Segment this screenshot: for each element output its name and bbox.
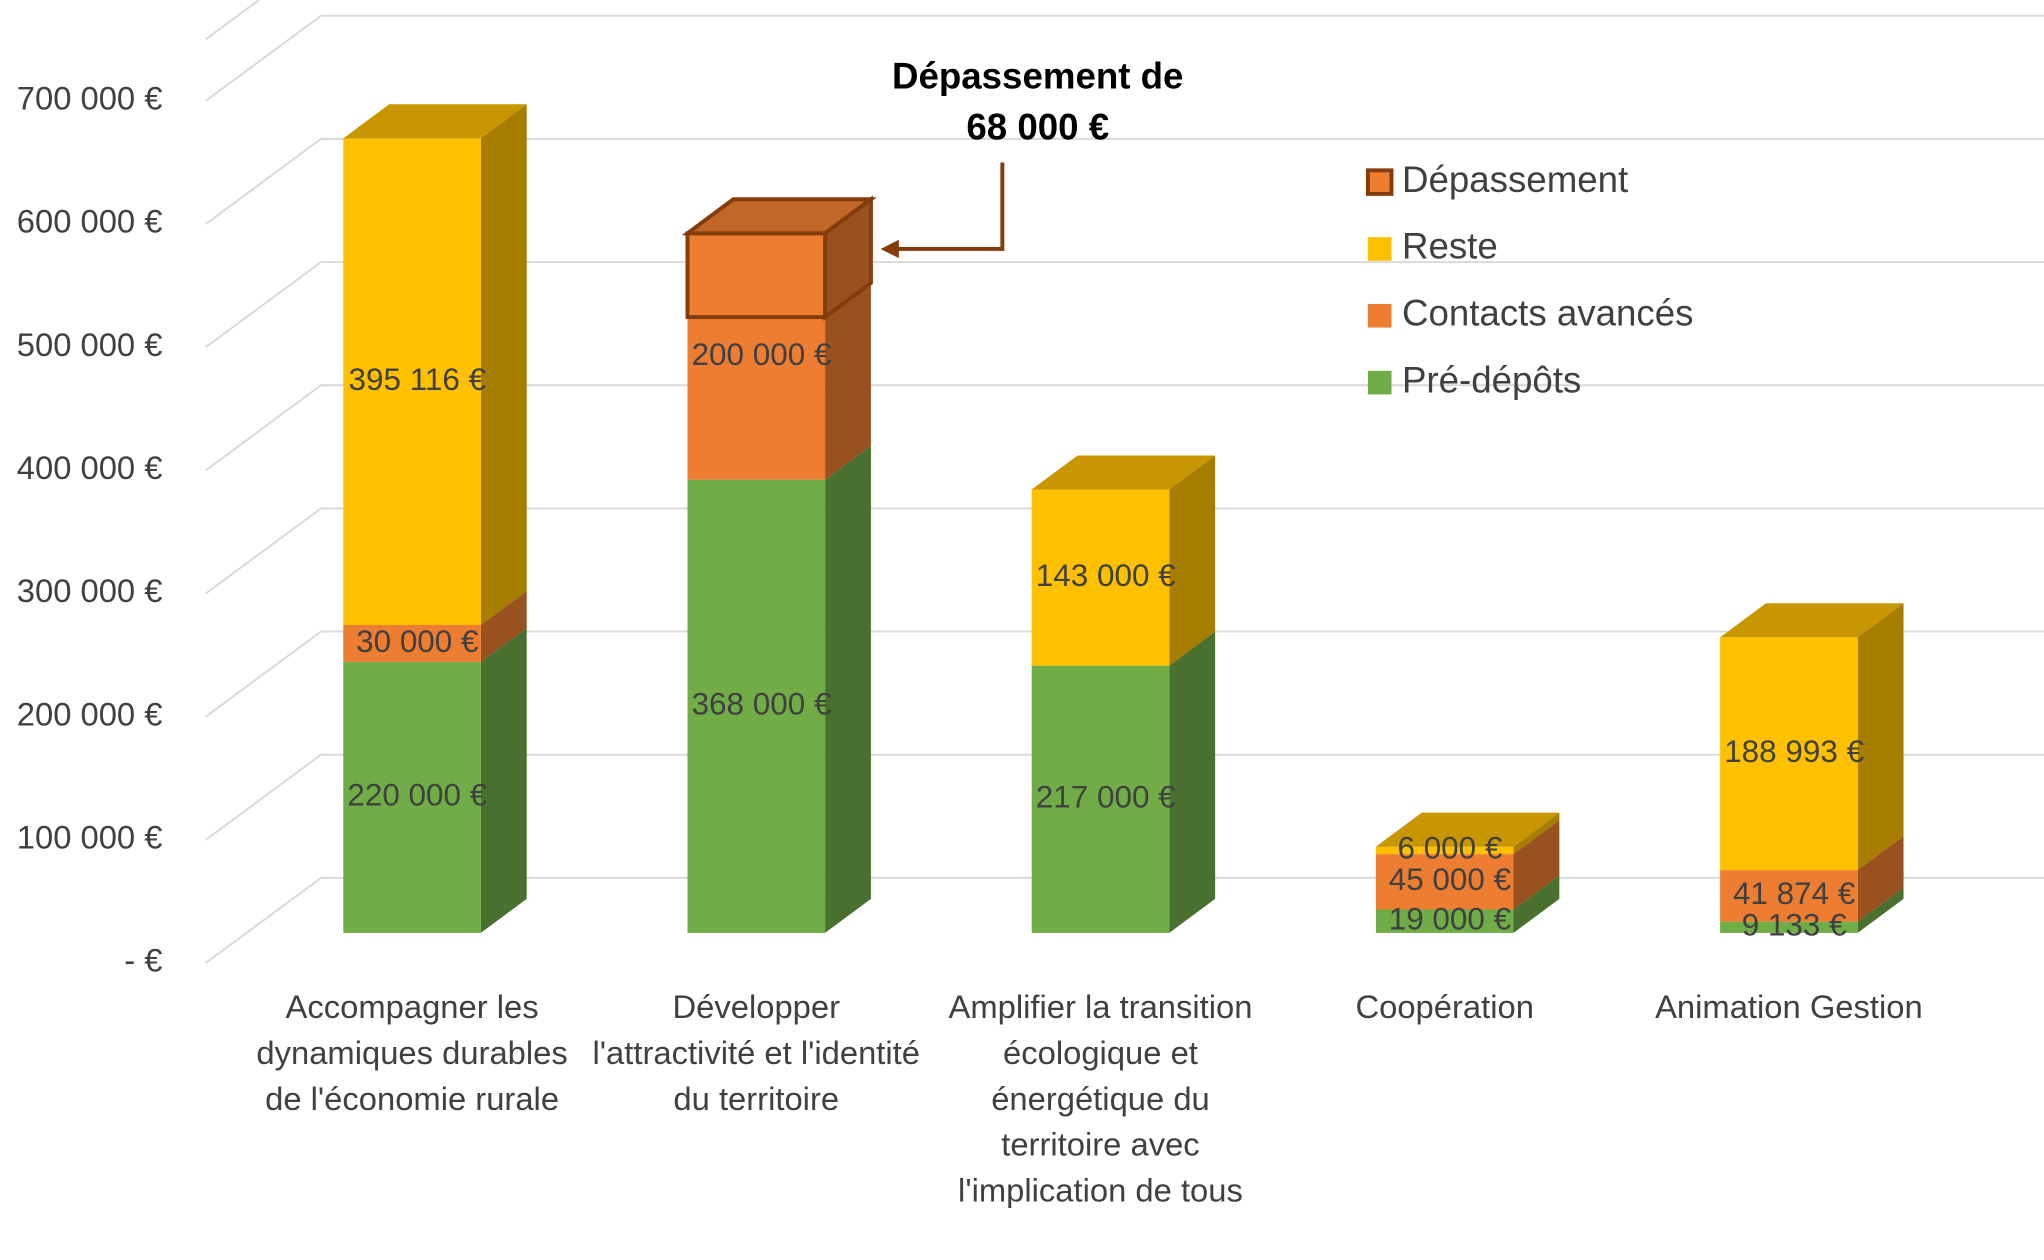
bar-side (480, 590, 527, 662)
grid-line (205, 384, 2044, 472)
bar-side (825, 445, 871, 933)
bar (343, 138, 481, 625)
bar (1375, 846, 1514, 855)
y-tick-label: 400 000 € (17, 449, 163, 486)
legend-swatch (1367, 237, 1392, 261)
data-label: 188 993 € (1724, 734, 1864, 769)
data-label: 220 000 € (347, 778, 487, 813)
x-tick-label: Animation Gestion (1655, 989, 1923, 1026)
y-tick-label: - € (124, 942, 162, 979)
data-label: 19 000 € (1389, 902, 1512, 937)
grid-line (205, 261, 2044, 349)
data-label: 217 000 € (1036, 780, 1176, 815)
y-tick-label: 100 000 € (17, 819, 163, 856)
bar-side (1513, 820, 1560, 910)
bar (685, 231, 828, 320)
legend-label: Contacts avancés (1402, 292, 1693, 333)
x-tick-label: Développer l'attractivité et l'identité … (592, 989, 921, 1118)
grid-line (205, 507, 2044, 595)
bar (343, 661, 481, 933)
legend-swatch (1365, 168, 1394, 196)
data-label: 368 000 € (692, 687, 832, 722)
grid-line (205, 753, 2044, 841)
bar (1720, 921, 1858, 933)
bar-side (1513, 812, 1560, 855)
bar-top (681, 197, 877, 236)
bar (1031, 489, 1170, 666)
bar (1031, 665, 1170, 933)
legend-label: Pré-dépôts (1402, 359, 1581, 400)
legend-label: Dépassement (1402, 159, 1628, 200)
y-tick-label: 500 000 € (17, 326, 163, 363)
x-tick-label: Amplifier la transition écologique et én… (948, 989, 1253, 1210)
bar-side (480, 104, 527, 625)
y-tick-label: 300 000 € (17, 572, 163, 609)
data-label: 200 000 € (692, 337, 832, 372)
bar-top (343, 104, 527, 139)
bar (343, 624, 481, 662)
bar-top (1720, 603, 1904, 638)
bar-side (1169, 455, 1216, 666)
data-label: 9 133 € (1742, 908, 1847, 943)
bar-side (1857, 887, 1904, 933)
grid-line (205, 14, 2044, 102)
annotation: 68 000 € (966, 106, 1109, 147)
y-tick-label: 700 000 € (17, 80, 163, 117)
bar-side (480, 627, 527, 933)
bar-side (1169, 631, 1216, 933)
y-tick-label: 200 000 € (17, 695, 163, 732)
bar-top (1031, 455, 1216, 490)
bar (687, 479, 826, 933)
arrow-head (880, 239, 899, 259)
data-label: 6 000 € (1397, 831, 1502, 866)
annotation-arrow (896, 162, 1005, 251)
data-label: 143 000 € (1036, 558, 1176, 593)
bar-top (1375, 812, 1560, 847)
x-tick-label: Coopération (1355, 989, 1534, 1026)
x-tick-label: Accompagner les dynamiques durables de l… (256, 989, 568, 1118)
bar (1375, 854, 1514, 910)
y-tick-label: 600 000 € (17, 203, 163, 240)
annotation: Dépassement de (892, 55, 1183, 96)
legend-swatch (1367, 370, 1392, 395)
bar (1720, 637, 1858, 871)
data-label: 41 874 € (1733, 876, 1856, 911)
legend-label: Reste (1402, 226, 1498, 267)
grid-line (205, 137, 2044, 225)
bar (1375, 909, 1514, 933)
grid-line (205, 0, 261, 41)
grid-line (205, 630, 2044, 718)
legend-swatch (1367, 303, 1392, 328)
bar-side (1857, 836, 1904, 922)
data-label: 45 000 € (1389, 862, 1512, 897)
data-label: 395 116 € (349, 362, 487, 397)
data-label: 30 000 € (356, 624, 479, 659)
bar (1720, 870, 1858, 922)
bar-side (1513, 875, 1560, 933)
bar-side (1857, 603, 1904, 871)
